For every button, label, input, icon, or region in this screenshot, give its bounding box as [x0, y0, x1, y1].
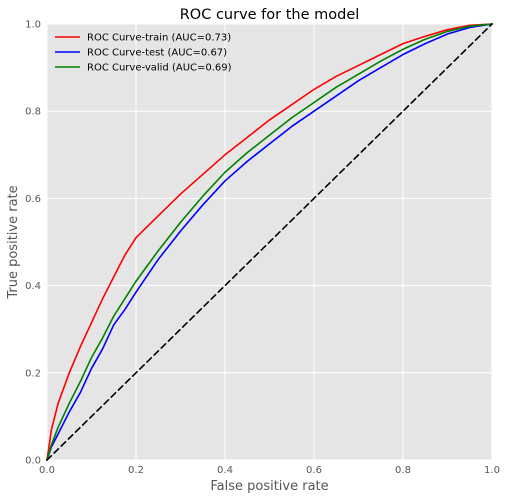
x-tick-label: 0.0 — [39, 465, 55, 476]
series-line-1 — [46, 23, 493, 461]
x-axis-ticks: 0.0 0.2 0.4 0.6 0.8 1.0 — [39, 465, 500, 476]
x-tick-label: 0.2 — [128, 465, 144, 476]
y-tick-label: 0.2 — [25, 368, 41, 379]
y-axis-ticks: 0.0 0.2 0.4 0.6 0.8 1.0 — [25, 20, 41, 467]
y-tick-label: 0.0 — [25, 456, 41, 467]
y-axis-label: True positive rate — [6, 185, 21, 299]
series-layer — [46, 23, 493, 461]
series-line-0 — [46, 23, 493, 461]
y-tick-label: 0.4 — [25, 281, 41, 292]
x-tick-label: 0.6 — [306, 465, 322, 476]
y-tick-label: 0.6 — [25, 194, 41, 205]
x-tick-label: 0.8 — [395, 465, 411, 476]
y-tick-label: 0.8 — [25, 107, 41, 118]
legend-label: ROC Curve-train (AUC=0.73) — [87, 33, 231, 44]
plot-area — [46, 23, 493, 461]
x-axis-label: False positive rate — [210, 479, 328, 494]
grid-lines — [46, 23, 493, 461]
legend-label: ROC Curve-test (AUC=0.67) — [87, 48, 227, 59]
chart-title: ROC curve for the model — [180, 7, 360, 23]
legend-label: ROC Curve-valid (AUC=0.69) — [87, 63, 232, 74]
legend: ROC Curve-train (AUC=0.73) ROC Curve-test… — [55, 33, 232, 74]
x-tick-label: 0.4 — [217, 465, 233, 476]
x-tick-label: 1.0 — [484, 465, 500, 476]
series-line-2 — [46, 23, 493, 461]
diagonal-reference-line — [46, 23, 493, 461]
y-tick-label: 1.0 — [25, 20, 41, 31]
